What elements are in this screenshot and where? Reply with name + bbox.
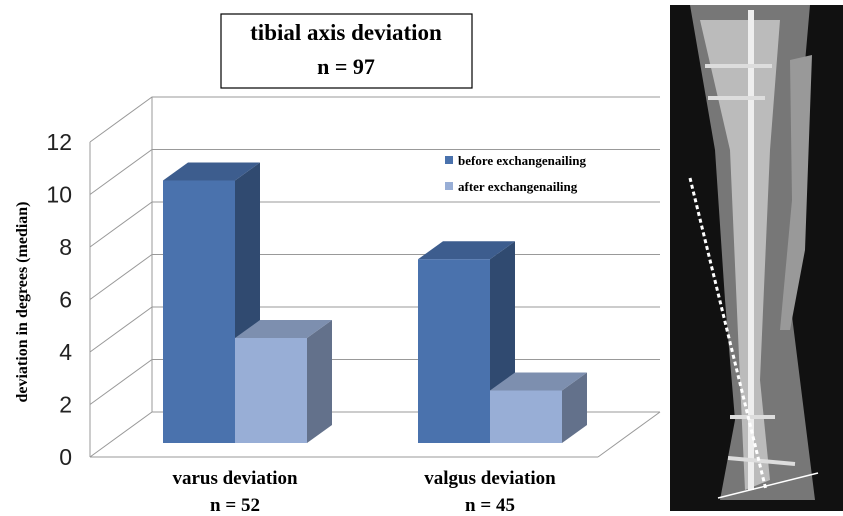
y-tick-label: 10 bbox=[46, 182, 72, 208]
legend-swatch bbox=[445, 182, 453, 190]
bar bbox=[235, 338, 307, 443]
chart-title: tibial axis deviation bbox=[250, 20, 442, 45]
y-tick-label: 2 bbox=[59, 392, 72, 418]
bar bbox=[490, 391, 562, 444]
x-tick-label: valgus deviation bbox=[424, 468, 556, 489]
legend-label: before exchangenailing bbox=[458, 153, 586, 168]
y-axis-label: deviation in degrees (median) bbox=[14, 201, 31, 402]
bar bbox=[163, 181, 235, 444]
legend-swatch bbox=[445, 156, 453, 164]
y-tick-label: 6 bbox=[59, 287, 72, 313]
y-tick-label: 0 bbox=[59, 444, 72, 470]
y-tick-label: 8 bbox=[59, 234, 72, 260]
y-tick-label: 12 bbox=[46, 129, 72, 155]
xray bbox=[670, 5, 843, 511]
bar bbox=[418, 259, 490, 443]
chart-subtitle: n = 97 bbox=[317, 54, 375, 79]
x-tick-note: n = 45 bbox=[465, 495, 515, 516]
bar-side bbox=[307, 320, 332, 443]
legend-label: after exchangenailing bbox=[458, 179, 578, 194]
x-tick-label: varus deviation bbox=[172, 468, 298, 489]
floor-edge bbox=[598, 412, 660, 457]
y-tick-label: 4 bbox=[59, 339, 72, 365]
chart: tibial axis deviation n = 97 deviation i… bbox=[0, 0, 843, 516]
x-tick-note: n = 52 bbox=[210, 495, 260, 516]
grid-line bbox=[90, 97, 660, 142]
